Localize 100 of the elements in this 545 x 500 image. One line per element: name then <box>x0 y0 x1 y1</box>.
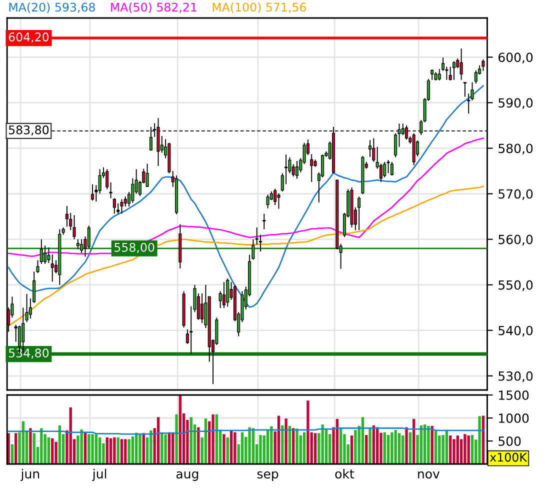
bar <box>336 418 338 464</box>
bar <box>222 434 226 464</box>
bar <box>226 437 229 464</box>
bar <box>190 417 192 464</box>
text: MA(20) 593,68 <box>9 2 95 14</box>
candlestick <box>146 163 149 188</box>
x-tick-label: sep <box>257 471 278 481</box>
y-tick-label: 580,0 <box>498 144 533 154</box>
bar <box>204 418 208 464</box>
candlestick <box>310 154 314 182</box>
candlestick <box>401 123 404 136</box>
x-tick-label: jul <box>92 468 106 481</box>
y-tick-label: 600,0 <box>498 52 533 64</box>
bar <box>47 437 50 464</box>
bar <box>281 425 284 464</box>
bar <box>427 426 430 464</box>
bar <box>178 395 182 464</box>
candlestick <box>358 196 361 231</box>
candlestick <box>390 161 394 176</box>
candlestick <box>116 202 120 214</box>
bar <box>175 414 178 464</box>
bar <box>470 435 474 464</box>
bar <box>32 433 36 464</box>
bar <box>270 426 273 464</box>
bar <box>394 430 397 464</box>
bar <box>10 444 14 464</box>
bar <box>434 430 438 464</box>
bar <box>197 427 200 464</box>
candlestick <box>277 192 280 210</box>
x-tick-label: okt <box>335 468 354 479</box>
bar <box>69 407 72 464</box>
bar <box>14 433 18 464</box>
bar <box>386 435 390 464</box>
candlestick <box>295 160 299 180</box>
candlestick <box>40 238 43 264</box>
bar <box>230 430 233 464</box>
bar <box>464 434 466 464</box>
bar <box>29 428 32 464</box>
candlestick <box>44 245 47 264</box>
bar <box>365 435 368 464</box>
bar <box>452 439 456 464</box>
bar <box>277 416 280 464</box>
bar <box>306 400 310 464</box>
candlestick <box>72 214 76 240</box>
bar <box>350 435 354 464</box>
bar <box>138 434 142 464</box>
y-tick-label: 530,0 <box>498 371 533 382</box>
text: MA(100) 571,56 <box>212 2 306 14</box>
candlestick <box>292 164 295 177</box>
candlestick <box>124 196 127 207</box>
y-tick-label: 500 <box>498 436 521 446</box>
candlestick <box>452 60 456 80</box>
candlestick <box>87 225 90 249</box>
bar <box>420 425 422 464</box>
y-tick-label: 550,0 <box>498 280 533 292</box>
bar <box>284 418 288 464</box>
bar <box>94 434 98 464</box>
bar <box>402 435 404 464</box>
bar <box>84 432 87 464</box>
bar <box>467 435 470 464</box>
bar <box>296 428 298 464</box>
candlestick <box>47 247 50 264</box>
candlestick <box>149 126 152 151</box>
y-tick-label: 1000 <box>499 413 529 423</box>
bar <box>288 426 292 464</box>
bar <box>368 428 372 464</box>
candlestick <box>430 68 434 80</box>
line-series <box>8 85 484 308</box>
bar <box>438 435 441 464</box>
bar <box>372 425 375 464</box>
candlestick <box>131 178 134 204</box>
bar <box>248 427 251 464</box>
bar <box>266 430 270 464</box>
bar <box>398 433 401 464</box>
candlestick <box>420 120 423 136</box>
ref-line-label: 558,00 <box>114 242 154 254</box>
candlestick <box>274 188 277 206</box>
bar <box>321 424 324 464</box>
bar <box>314 433 317 464</box>
candlestick <box>383 161 386 178</box>
bar <box>212 414 214 464</box>
candlestick <box>91 184 94 202</box>
y-tick-label: 560,0 <box>498 234 533 246</box>
candlestick <box>460 48 463 80</box>
bar <box>383 432 386 464</box>
bar <box>354 430 357 464</box>
bar <box>478 416 481 464</box>
bar <box>215 414 218 464</box>
bar <box>80 430 83 464</box>
candlestick <box>226 278 230 308</box>
candlestick <box>120 198 124 214</box>
bar <box>430 426 434 464</box>
bar <box>361 417 364 464</box>
candlestick <box>112 198 116 214</box>
bar <box>131 436 134 464</box>
bar <box>252 428 254 464</box>
bar <box>442 435 444 464</box>
x-tick-label: nov <box>418 471 440 479</box>
bar <box>390 432 394 464</box>
bar <box>259 435 262 464</box>
